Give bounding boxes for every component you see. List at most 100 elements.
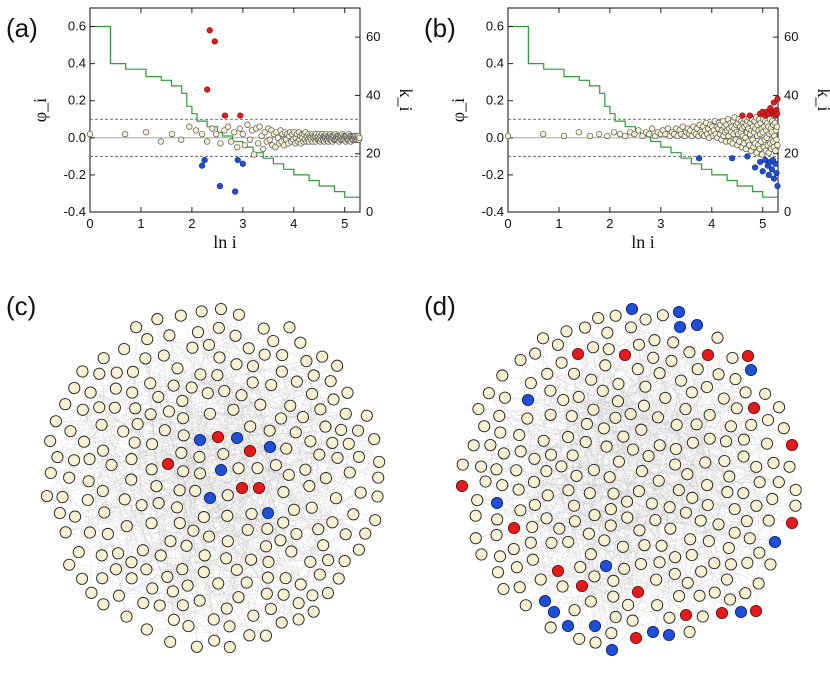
network-edge: [158, 396, 254, 616]
neutral-node: [708, 586, 721, 599]
neutral-node: [109, 382, 122, 395]
network-edge: [135, 335, 236, 409]
network-edge: [233, 366, 254, 410]
blue-node: [214, 463, 228, 477]
network-edge: [282, 354, 380, 463]
x-tick-label: 5: [341, 216, 348, 231]
neutral-node: [305, 501, 318, 514]
neutral-node: [494, 426, 507, 439]
neutral-point: [622, 132, 629, 140]
neutral-node: [598, 534, 611, 547]
neutral-node: [158, 424, 171, 437]
neutral-node: [167, 613, 180, 626]
neutral-node: [739, 587, 752, 600]
network-edge: [717, 337, 727, 442]
neutral-node: [191, 326, 205, 339]
neutral-node: [63, 471, 76, 484]
neutral-node: [540, 465, 553, 478]
network-edge: [136, 327, 220, 358]
neutral-node: [718, 454, 731, 468]
neutral-node: [672, 484, 685, 497]
neutral-node: [243, 629, 256, 642]
blue-node: [672, 305, 686, 319]
neutral-node: [306, 589, 319, 602]
network-edge: [176, 507, 227, 559]
network-edge: [593, 354, 626, 410]
neutral-node: [264, 602, 277, 615]
neutral-node: [167, 379, 180, 392]
neutral-node: [193, 450, 206, 463]
neutral-node: [730, 402, 743, 415]
network-edge: [654, 340, 748, 563]
neutral-node: [150, 480, 163, 493]
neutral-node: [341, 386, 354, 399]
neutral-point: [231, 129, 238, 136]
neutral-point: [261, 129, 268, 136]
network-edge: [557, 570, 633, 621]
neutral-node: [632, 485, 645, 498]
neutral-node: [510, 464, 523, 477]
neutral-node: [197, 511, 210, 524]
neutral-node: [621, 511, 634, 524]
neutral-point: [244, 121, 251, 128]
panel-c-network: [40, 302, 386, 654]
network-edge: [475, 538, 757, 612]
neutral-node: [232, 462, 245, 475]
neutral-node: [753, 476, 766, 489]
red-node: [631, 585, 645, 599]
blue-point: [774, 182, 781, 190]
blue-point: [216, 182, 224, 190]
neutral-node: [211, 369, 224, 382]
network-edge: [502, 375, 576, 522]
neutral-node: [267, 334, 280, 348]
neutral-node: [152, 497, 165, 510]
network-edge: [497, 572, 633, 621]
neutral-node: [182, 620, 195, 633]
neutral-node: [673, 589, 686, 603]
network-edge: [157, 319, 180, 491]
network-edge: [146, 629, 250, 636]
neutral-node: [274, 534, 287, 547]
network-edge: [520, 398, 724, 511]
neutral-node: [151, 313, 164, 326]
network-edge: [535, 353, 659, 481]
blue-point: [695, 155, 703, 162]
neutral-point: [260, 145, 267, 153]
neutral-node: [251, 462, 264, 475]
neutral-point: [266, 136, 273, 143]
network-edge: [550, 357, 654, 391]
network-edge: [611, 617, 670, 634]
red-node: [618, 348, 632, 362]
neutral-node: [186, 341, 199, 354]
neutral-node: [702, 534, 715, 548]
neutral-node: [108, 401, 121, 414]
network-edge: [118, 492, 361, 596]
network-edge: [131, 541, 171, 563]
network-edge: [156, 486, 230, 627]
blue-node: [538, 594, 552, 608]
red-node: [785, 438, 799, 452]
neutral-node: [177, 412, 190, 425]
neutral-node: [269, 459, 282, 472]
neutral-node: [729, 373, 742, 386]
neutral-node: [146, 582, 159, 595]
network-edge: [313, 560, 345, 612]
neutral-node: [665, 354, 678, 367]
network-edge: [687, 474, 735, 510]
neutral-node: [690, 418, 703, 431]
neutral-node: [493, 409, 506, 423]
network-edge: [101, 555, 267, 636]
blue-point: [198, 162, 206, 169]
network-edge: [62, 450, 251, 498]
network-edge: [608, 349, 633, 621]
neutral-node: [685, 548, 698, 562]
neutral-node: [144, 377, 157, 390]
neutral-node: [352, 543, 365, 556]
panel-d-network: [455, 302, 802, 657]
neutral-node: [118, 493, 131, 506]
neutral-node: [335, 423, 348, 436]
y-tick-label: 0.0: [68, 130, 86, 145]
right-tick-label: 0: [784, 204, 791, 219]
network-edge: [82, 409, 127, 527]
neutral-node: [567, 367, 581, 380]
